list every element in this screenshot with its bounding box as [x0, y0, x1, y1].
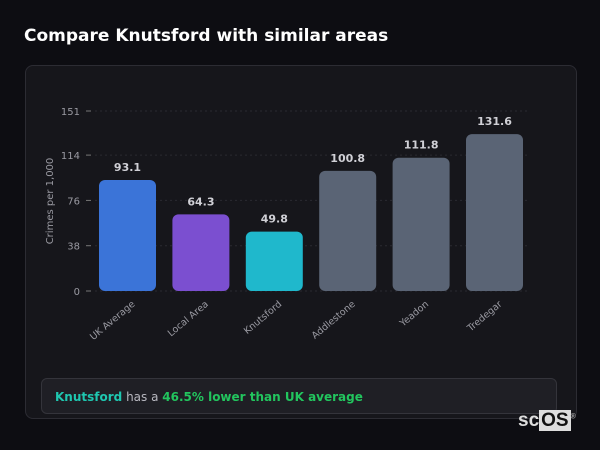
bar-knutsford — [245, 231, 303, 291]
data-label: 93.1 — [114, 161, 141, 174]
y-tick-label: 38 — [67, 242, 80, 253]
summary-comparison: 46.5% lower than UK average — [162, 390, 363, 404]
summary-place: Knutsford — [55, 390, 123, 404]
y-tick-label: 76 — [67, 196, 80, 207]
y-tick-label: 0 — [74, 287, 80, 298]
data-label: 49.8 — [261, 213, 288, 226]
summary-box: Knutsford has a 46.5% lower than UK aver… — [41, 378, 557, 414]
data-label: 111.8 — [404, 139, 439, 152]
bar-addlestone — [319, 170, 377, 291]
summary-middle: has a — [122, 390, 163, 404]
page-title: Compare Knutsford with similar areas — [24, 26, 389, 46]
bar-yeadon — [392, 157, 450, 291]
y-tick-label: 151 — [61, 107, 80, 118]
x-tick-label: Knutsford — [242, 299, 284, 337]
x-tick-label: UK Average — [88, 299, 137, 343]
x-tick-label: Yeadon — [397, 299, 431, 330]
y-tick-label: 114 — [61, 151, 80, 162]
data-label: 64.3 — [187, 195, 214, 208]
x-tick-label: Addlestone — [310, 299, 358, 342]
x-tick-label: Local Area — [166, 299, 211, 339]
bar-tredegar — [466, 134, 523, 291]
x-tick-label: Tredegar — [465, 299, 505, 335]
bar-local-area — [172, 214, 230, 291]
bar-uk-average — [99, 180, 156, 291]
scos-logo: sc OS ® — [518, 410, 576, 431]
y-axis-label: Crimes per 1,000 — [45, 158, 56, 245]
data-label: 131.6 — [477, 115, 512, 128]
data-label: 100.8 — [330, 152, 365, 165]
